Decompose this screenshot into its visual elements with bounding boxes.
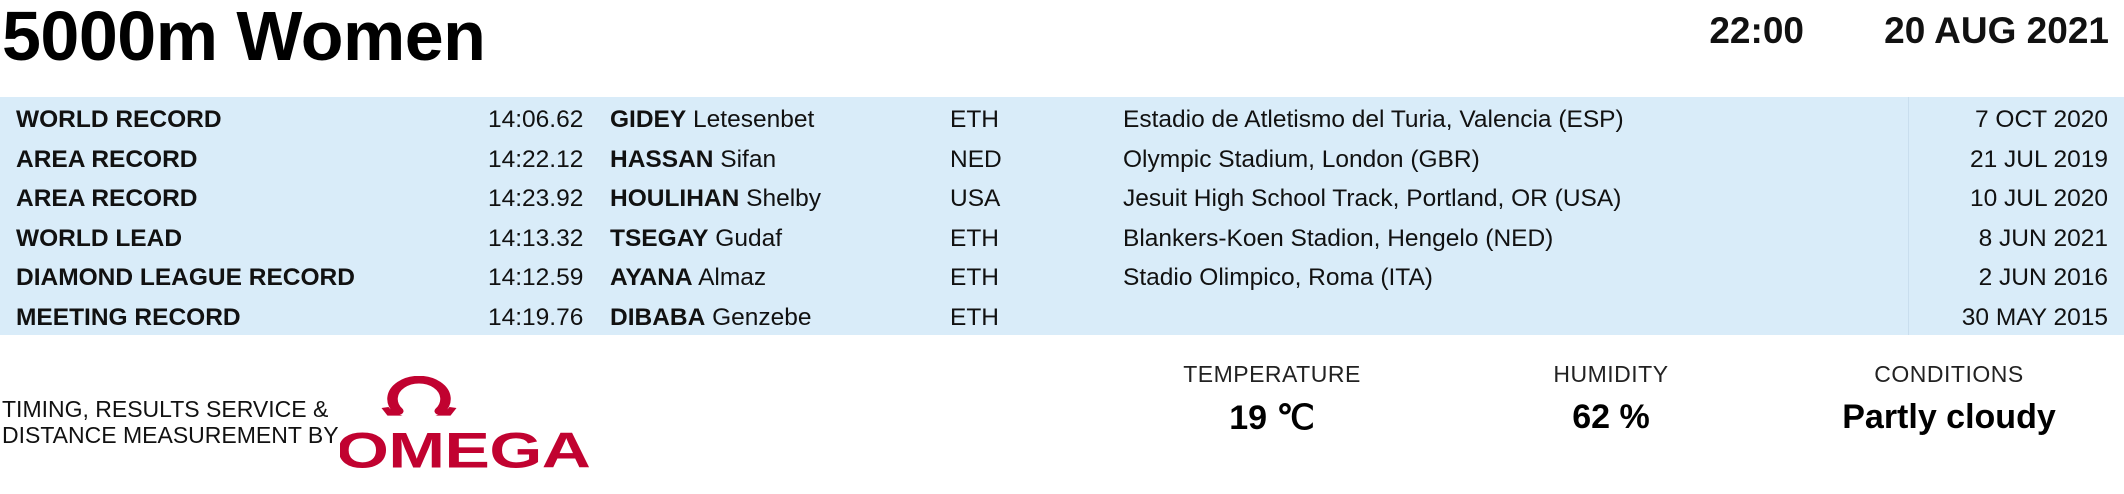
svg-text:OMEGA: OMEGA	[340, 422, 590, 471]
